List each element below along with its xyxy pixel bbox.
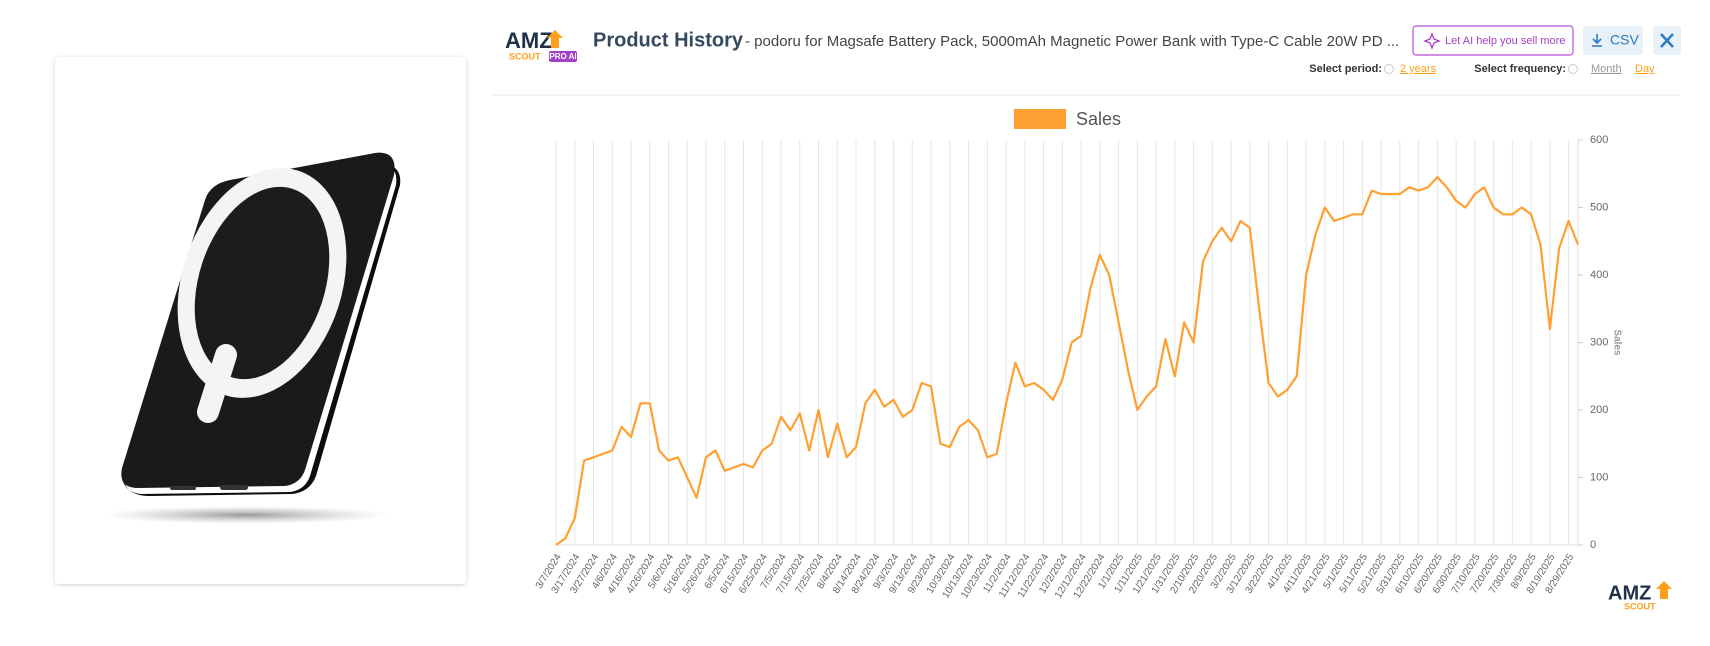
- ai-button-frame[interactable]: [1412, 25, 1574, 56]
- logo-badge: PRO AI: [549, 52, 576, 61]
- y-tick-label: 400: [1590, 269, 1608, 281]
- ai-button-label[interactable]: Let AI help you sell more: [1445, 35, 1565, 47]
- frequency-label: Select frequency:: [1474, 63, 1566, 75]
- legend-label: Sales: [1076, 109, 1121, 129]
- period-label: Select period:: [1309, 63, 1382, 75]
- csv-button-frame[interactable]: [1583, 26, 1643, 55]
- frequency-option[interactable]: Day: [1635, 63, 1655, 75]
- logo-sub: SCOUT: [509, 51, 541, 61]
- sales-line: [555, 176, 1580, 546]
- y-tick-label: 0: [1590, 539, 1596, 551]
- y-tick-label: 600: [1590, 134, 1608, 146]
- footer-logo-icon: [1656, 581, 1672, 599]
- ai-icon: [1423, 32, 1441, 50]
- close-button[interactable]: [1653, 26, 1681, 55]
- csv-button-label[interactable]: CSV: [1610, 32, 1639, 48]
- product-shadow: [100, 506, 390, 524]
- logo-text: AMZ: [505, 28, 553, 53]
- product-image: [121, 152, 401, 496]
- y-axis-label: Sales: [1611, 329, 1622, 356]
- y-tick-label: 200: [1590, 404, 1608, 416]
- chart: 3/7/20243/17/20243/27/20244/6/20244/16/2…: [534, 109, 1623, 601]
- download-icon: [1592, 34, 1602, 47]
- legend-swatch: [1014, 109, 1066, 129]
- period-option[interactable]: 2 years: [1400, 63, 1437, 75]
- close-icon[interactable]: [1660, 33, 1674, 48]
- ai-button[interactable]: Let AI help you sell more: [1412, 25, 1574, 56]
- logo-icon: [547, 30, 563, 48]
- footer-logo: AMZ: [1608, 582, 1651, 604]
- y-tick-label: 500: [1590, 201, 1608, 213]
- csv-button[interactable]: CSV: [1583, 26, 1643, 55]
- subtitle: - podoru for Magsafe Battery Pack, 5000m…: [745, 33, 1399, 50]
- footer-logo-sub: SCOUT: [1624, 601, 1656, 611]
- y-tick-label: 300: [1590, 336, 1608, 348]
- logo-badge-bg: [549, 51, 577, 62]
- help-icon[interactable]: [1384, 64, 1394, 74]
- help-icon[interactable]: [1568, 64, 1578, 74]
- title: Product History: [593, 29, 744, 51]
- frequency-option[interactable]: Month: [1591, 63, 1622, 75]
- y-tick-label: 100: [1590, 471, 1608, 483]
